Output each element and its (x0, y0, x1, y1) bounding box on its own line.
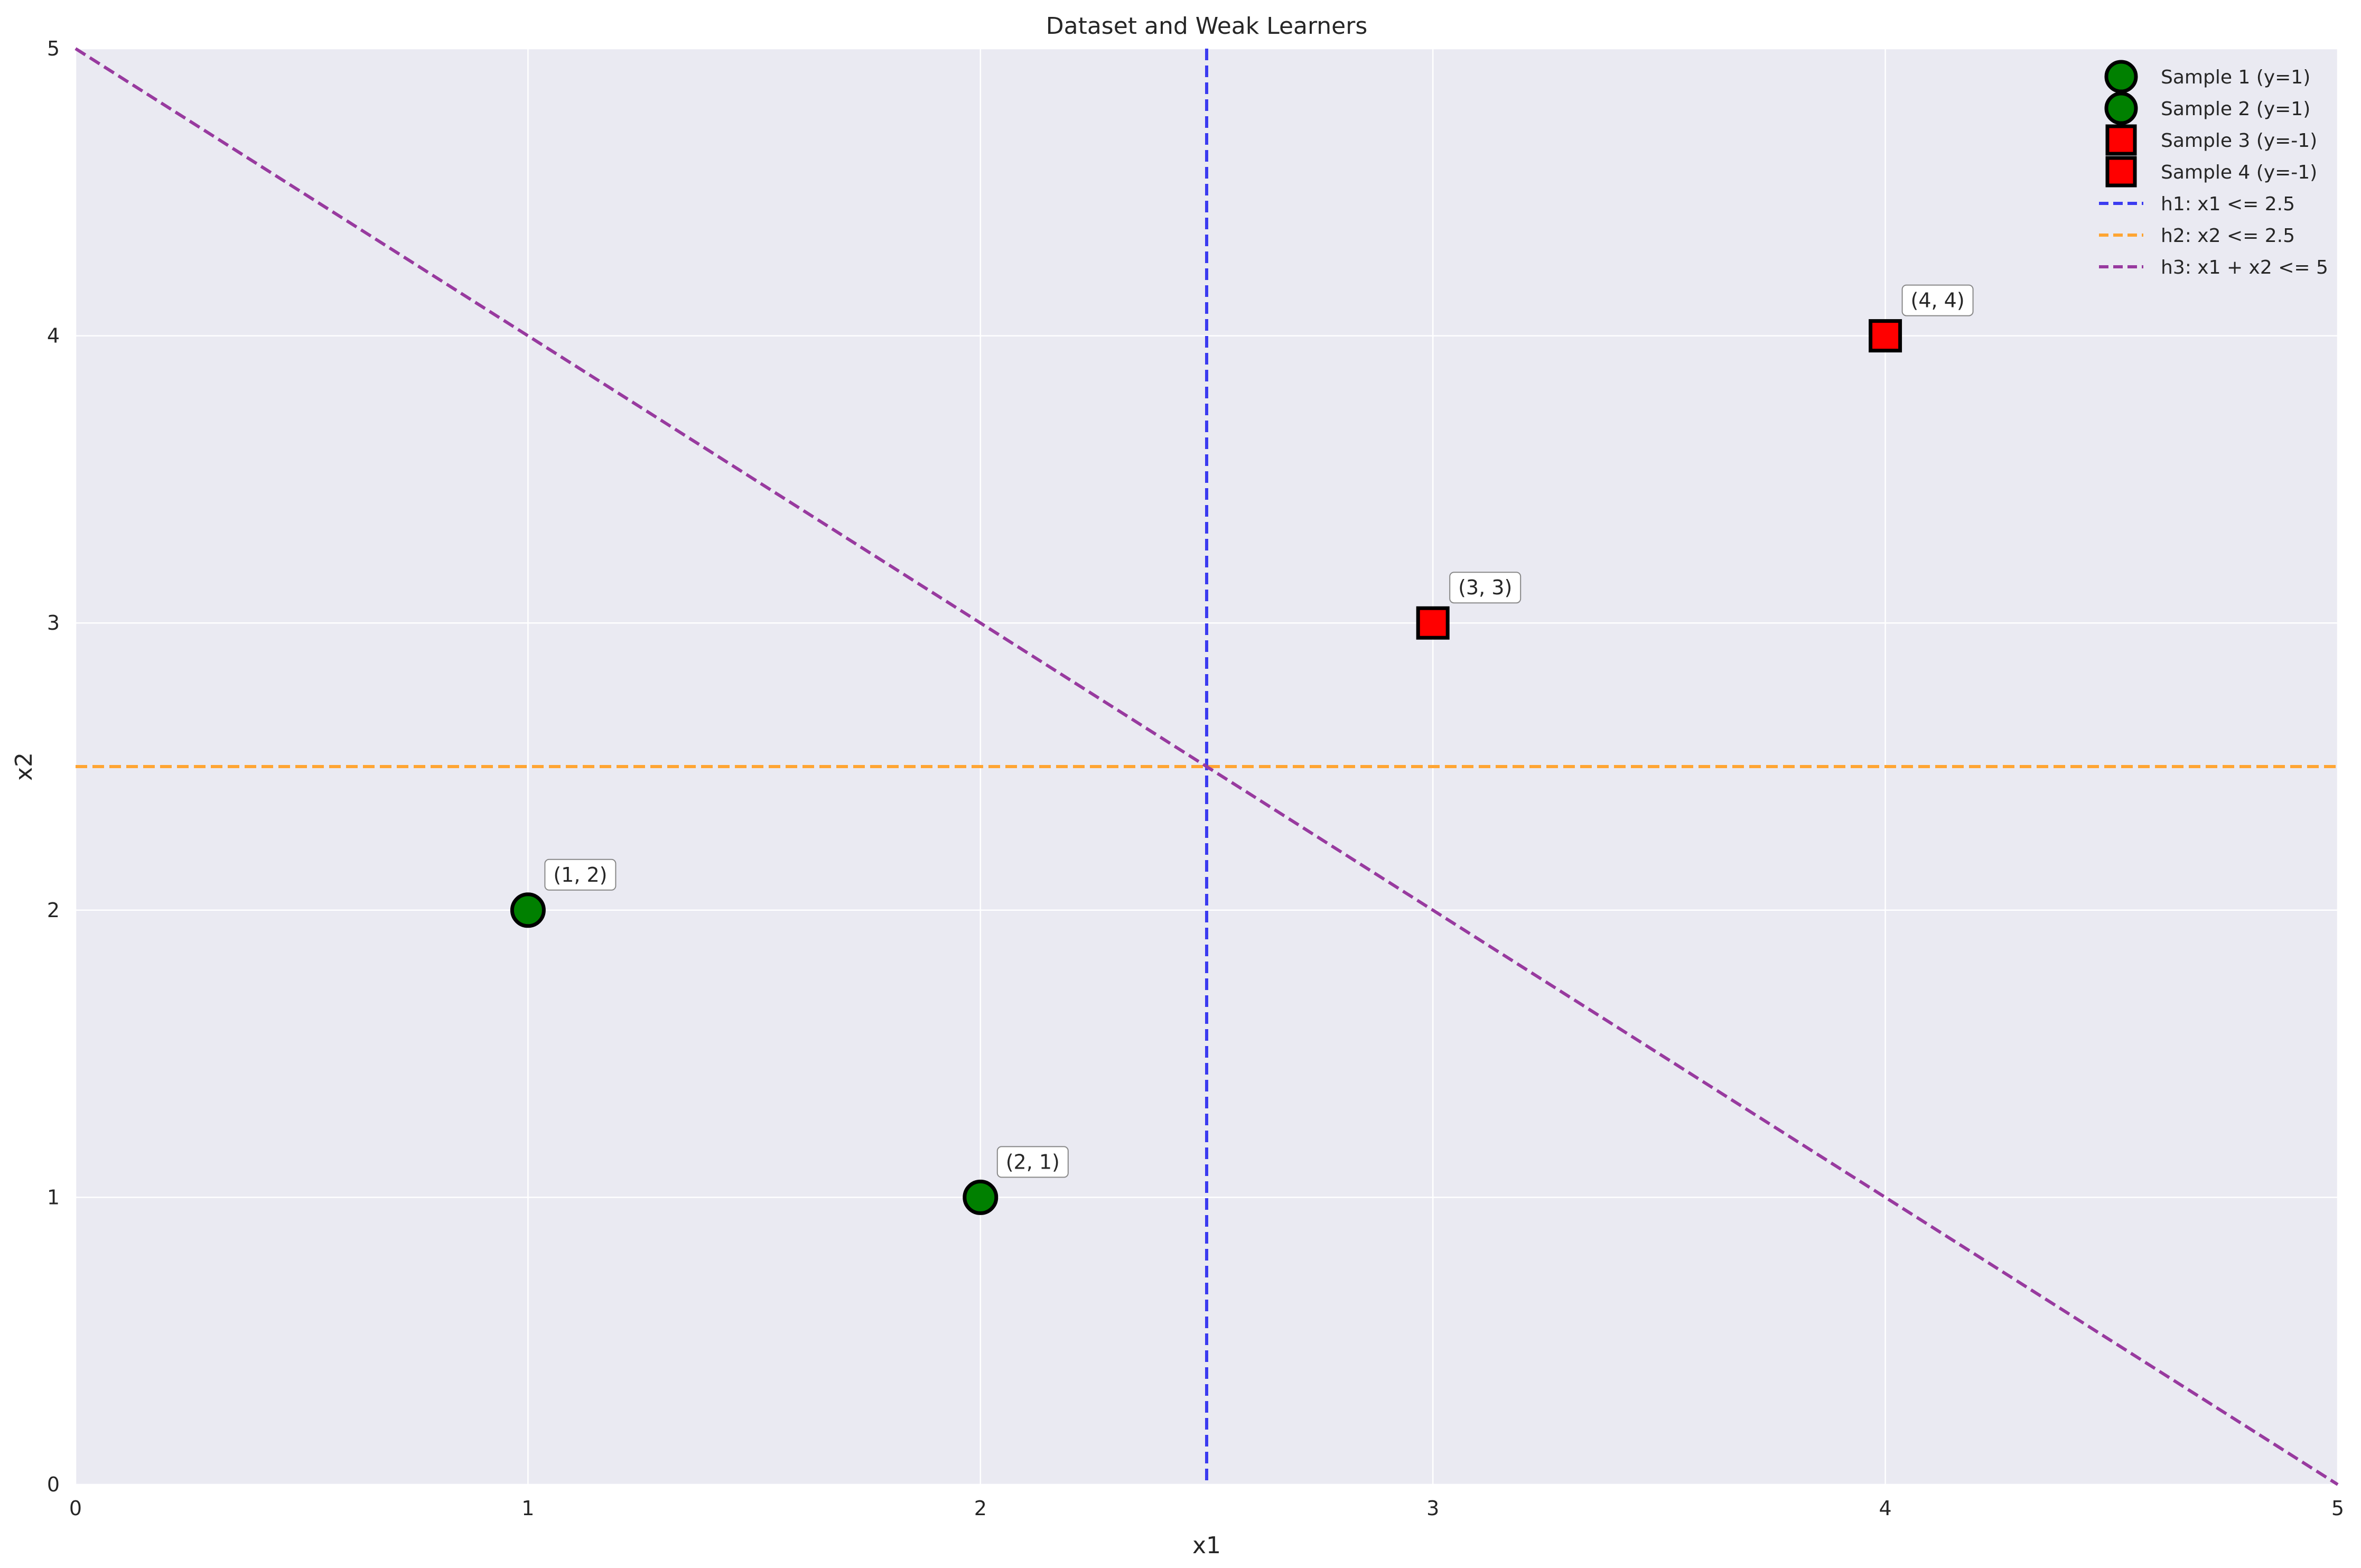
x-tick-label: 2 (974, 1497, 987, 1520)
weak-learner-lines (74, 47, 2339, 1486)
annotation-box (1449, 572, 1522, 604)
x-axis-label: x1 (1192, 1532, 1221, 1559)
x-tick-label: 5 (2331, 1497, 2344, 1520)
data-points (510, 319, 1902, 1215)
legend-entry: h2: x2 <= 2.5 (2161, 225, 2295, 247)
legend-marker (2104, 60, 2138, 94)
legend-entry: h1: x1 <= 2.5 (2161, 193, 2295, 215)
y-tick-label: 3 (47, 611, 60, 634)
sample-point-4 (1869, 319, 1902, 353)
point-annotation: (3, 3) (1458, 576, 1512, 599)
x-tick-label: 4 (1879, 1497, 1892, 1520)
chart-title: Dataset and Weak Learners (1046, 13, 1368, 40)
point-annotation: (1, 2) (553, 863, 607, 886)
sample-point-2 (963, 1179, 998, 1215)
legend-entry: Sample 4 (y=-1) (2161, 162, 2317, 183)
sample-point-1 (510, 892, 546, 928)
legend-marker (2105, 124, 2137, 156)
legend-marker (2105, 156, 2137, 188)
point-annotation: (4, 4) (1911, 289, 1965, 312)
point-annotations: (1, 2) (2, 1) (3, 3) (4, 4) (544, 284, 1974, 1178)
legend: Sample 1 (y=1) Sample 2 (y=1) Sample 3 (y=… (2099, 60, 2328, 278)
legend-entry: Sample 3 (y=-1) (2161, 130, 2317, 152)
y-tick-label: 2 (47, 899, 60, 922)
annotation-box (1901, 284, 1974, 316)
learner-line-h3 (74, 47, 2339, 1486)
y-axis-label: x2 (11, 752, 38, 781)
y-tick-label: 1 (47, 1186, 60, 1209)
sample-point-3 (1416, 606, 1450, 640)
annotation-box (544, 858, 617, 891)
legend-entry: h3: x1 + x2 <= 5 (2161, 257, 2328, 278)
annotation-box (996, 1146, 1069, 1178)
point-annotation: (2, 1) (1006, 1150, 1060, 1173)
x-tick-label: 0 (69, 1497, 82, 1520)
legend-marker (2104, 91, 2138, 125)
x-axis-ticks: 0 1 2 3 4 5 (69, 1497, 2344, 1520)
y-tick-label: 4 (47, 324, 60, 348)
x-tick-label: 3 (1426, 1497, 1439, 1520)
y-tick-label: 5 (47, 37, 60, 60)
legend-entry: Sample 2 (y=1) (2161, 98, 2310, 120)
x-tick-label: 1 (521, 1497, 534, 1520)
y-axis-ticks: 0 1 2 3 4 5 (47, 37, 60, 1496)
y-tick-label: 0 (47, 1473, 60, 1496)
legend-entry: Sample 1 (y=1) (2161, 67, 2310, 88)
